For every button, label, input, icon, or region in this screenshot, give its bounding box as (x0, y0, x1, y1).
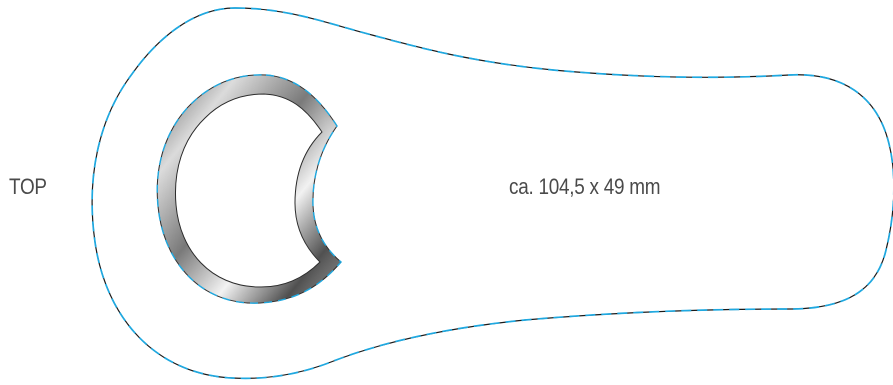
opener-outline (91, 7, 893, 379)
dimensions-label: ca. 104,5 x 49 mm (509, 174, 661, 199)
cut-line-dashed (91, 7, 893, 380)
metal-ring-dashed-outline (156, 74, 342, 304)
metal-ring-shine (157, 74, 341, 304)
side-label: TOP (9, 174, 47, 199)
